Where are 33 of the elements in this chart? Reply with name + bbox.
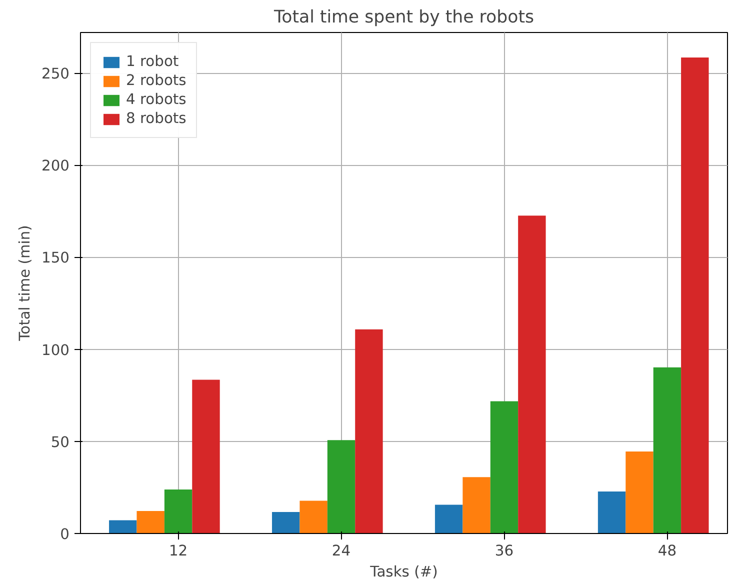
bar [272,512,300,534]
bar [434,504,463,534]
legend-label: 4 robots [126,91,186,108]
bar [355,329,383,534]
y-axis-title: Total time (min) [16,225,34,342]
y-tick-label: 250 [42,66,70,83]
x-tick-label: 48 [658,542,677,560]
legend-label: 8 robots [126,110,186,127]
y-tick-label: 150 [42,250,70,267]
y-tick-label: 200 [42,158,70,175]
x-tick-label: 24 [332,542,351,560]
bar [518,216,546,534]
chart-title: Total time spent by the robots [272,8,534,28]
y-tick-label: 0 [60,526,70,543]
bar [626,452,654,534]
x-axis-title: Tasks (#) [369,564,438,580]
bar [490,401,518,534]
x-tick-label: 36 [494,542,514,560]
y-tick-label: 50 [50,434,70,451]
bar [462,477,490,534]
bar [327,440,356,534]
bar [136,511,164,534]
y-tick-label: 100 [42,342,70,359]
bar [300,500,328,534]
x-tick-label: 12 [168,542,188,560]
bar [192,380,220,534]
legend-label: 2 robots [126,72,186,89]
legend-label: 1 robot [126,53,179,70]
bar [681,58,709,534]
bar [109,520,137,534]
bar [164,489,192,534]
bar [598,492,626,534]
bar [653,367,682,534]
